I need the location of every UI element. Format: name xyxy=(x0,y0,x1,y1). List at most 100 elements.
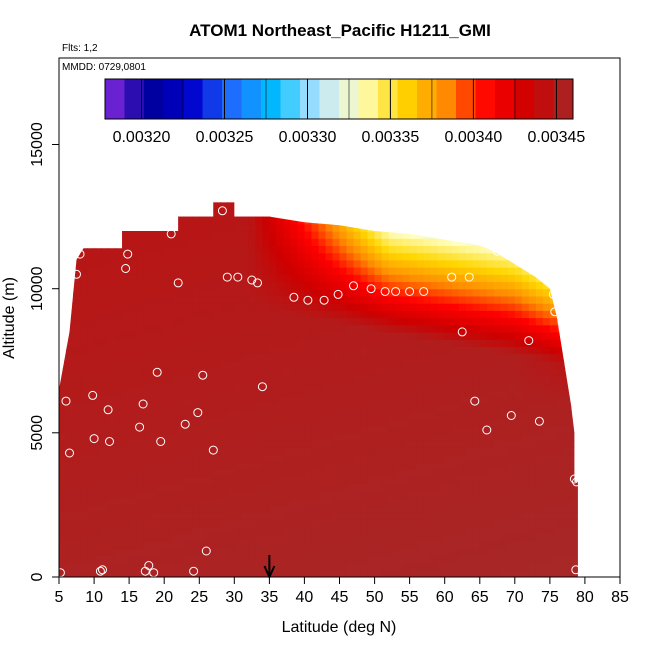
heatmap-cell xyxy=(423,367,432,376)
heatmap-cell xyxy=(157,519,165,528)
heatmap-cell xyxy=(479,476,488,484)
heatmap-cell xyxy=(542,497,551,506)
heatmap-cell xyxy=(73,468,81,477)
heatmap-cell xyxy=(129,389,137,398)
y-tick-label: 0 xyxy=(29,572,46,581)
heatmap-cell xyxy=(234,404,242,412)
heatmap-cell xyxy=(164,490,172,499)
heatmap-cell xyxy=(255,418,263,427)
heatmap-cell xyxy=(367,252,376,261)
heatmap-cell xyxy=(192,526,200,535)
heatmap-cell xyxy=(304,274,313,283)
heatmap-cell xyxy=(185,454,193,463)
observation-marker xyxy=(88,390,98,400)
x-axis-label: Latitude (deg N) xyxy=(282,619,397,636)
heatmap-cell xyxy=(164,555,172,564)
heatmap-cell xyxy=(388,396,397,405)
heatmap-cell xyxy=(290,238,299,247)
heatmap-cell xyxy=(360,512,369,520)
heatmap-cell xyxy=(192,331,200,340)
heatmap-cell xyxy=(262,555,270,564)
heatmap-cell xyxy=(458,259,467,268)
heatmap-cell xyxy=(500,447,509,456)
heatmap-cell xyxy=(542,310,551,319)
heatmap-cell xyxy=(360,540,369,549)
heatmap-cell xyxy=(437,504,446,513)
heatmap-cell xyxy=(276,216,284,225)
heatmap-cell xyxy=(507,339,516,347)
heatmap-cell xyxy=(388,339,397,347)
heatmap-cell xyxy=(549,512,558,520)
heatmap-cell xyxy=(94,346,102,355)
heatmap-cell xyxy=(332,425,341,434)
heatmap-cell xyxy=(255,389,263,398)
heatmap-cell xyxy=(472,504,481,513)
heatmap-cell xyxy=(290,231,299,239)
heatmap-cell xyxy=(514,569,523,577)
heatmap-cell xyxy=(339,331,348,340)
heatmap-cell xyxy=(248,288,256,297)
heatmap-cell xyxy=(115,324,123,333)
heatmap-cell xyxy=(206,223,214,232)
heatmap-cell xyxy=(150,274,158,283)
heatmap-cell xyxy=(199,504,207,513)
heatmap-cell xyxy=(213,245,221,254)
heatmap-cell xyxy=(59,476,67,484)
heatmap-cell xyxy=(164,562,172,571)
heatmap-cell xyxy=(402,346,411,355)
heatmap-cell xyxy=(206,411,214,420)
heatmap-cell xyxy=(367,490,376,499)
heatmap-cell xyxy=(234,548,242,556)
observation-marker xyxy=(253,278,262,288)
heatmap-cell xyxy=(66,375,74,383)
x-tick-label: 35 xyxy=(261,589,279,606)
heatmap-cell xyxy=(262,548,270,556)
heatmap-cell xyxy=(374,281,383,290)
heatmap-cell xyxy=(276,411,284,420)
heatmap-cell xyxy=(500,274,509,283)
heatmap-cell xyxy=(507,375,516,383)
heatmap-cell xyxy=(528,490,537,499)
heatmap-cell xyxy=(325,533,334,542)
heatmap-cell xyxy=(542,504,551,513)
heatmap-cell xyxy=(367,231,376,239)
heatmap-cell xyxy=(409,483,418,492)
heatmap-cell xyxy=(381,382,390,391)
heatmap-cell xyxy=(241,461,249,470)
heatmap-cell xyxy=(367,418,376,427)
heatmap-cell xyxy=(136,540,144,549)
heatmap-cell xyxy=(535,440,544,448)
heatmap-cell xyxy=(269,382,277,391)
heatmap-cell xyxy=(304,476,313,484)
heatmap-cell xyxy=(542,519,551,528)
heatmap-cell xyxy=(213,310,221,319)
heatmap-cell xyxy=(241,216,249,225)
heatmap-cell xyxy=(178,468,186,477)
heatmap-cell xyxy=(290,512,299,520)
heatmap-cell xyxy=(367,569,376,577)
heatmap-cell xyxy=(458,375,467,383)
heatmap-cell xyxy=(521,526,530,535)
heatmap-cell xyxy=(122,569,130,577)
observation-marker xyxy=(380,287,390,296)
heatmap-cell xyxy=(374,533,383,542)
heatmap-cell xyxy=(311,468,320,477)
heatmap-cell xyxy=(290,519,299,528)
heatmap-cell xyxy=(528,548,537,556)
heatmap-cell xyxy=(472,519,481,528)
heatmap-cell xyxy=(108,382,116,391)
heatmap-cell xyxy=(325,555,334,564)
heatmap-cell xyxy=(570,533,578,542)
heatmap-cell xyxy=(94,411,102,420)
heatmap-cell xyxy=(108,432,116,441)
heatmap-cell xyxy=(318,461,327,470)
heatmap-cell xyxy=(360,526,369,535)
heatmap-cell xyxy=(563,454,572,463)
x-tick-label: 50 xyxy=(366,589,384,606)
heatmap-cell xyxy=(479,252,488,261)
heatmap-cell xyxy=(80,548,88,556)
heatmap-cell xyxy=(444,317,453,326)
heatmap-cell xyxy=(409,367,418,376)
heatmap-cell xyxy=(304,483,313,492)
heatmap-cell xyxy=(472,367,481,376)
